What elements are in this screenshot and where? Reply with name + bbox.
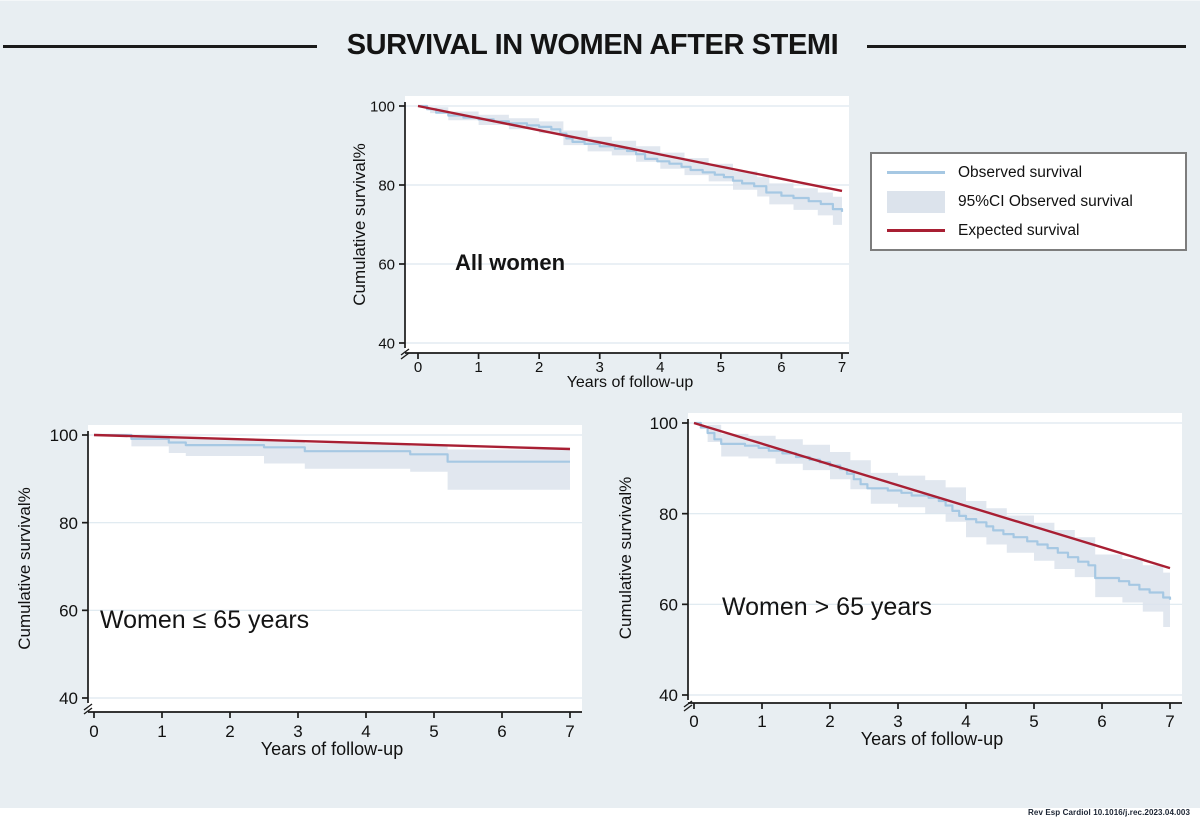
x-tick-label: 2 [825, 712, 834, 731]
x-tick-label: 1 [157, 722, 166, 741]
y-tick-label: 40 [378, 335, 395, 352]
x-tick-label: 2 [535, 359, 543, 376]
x-tick-label: 0 [89, 722, 98, 741]
legend-label: 95%CI Observed survival [958, 192, 1133, 210]
x-tick-label: 0 [414, 359, 422, 376]
expected-line [693, 421, 1171, 570]
x-tick-label: 1 [757, 712, 766, 731]
y-tick-label: 60 [378, 256, 395, 273]
x-tick-label: 5 [429, 722, 438, 741]
y-tick-label: 100 [650, 414, 678, 433]
legend-label: Observed survival [958, 163, 1083, 181]
x-tick-label: 4 [961, 712, 970, 731]
chart-all-women: 40 60 80 100 0 1 2 3 4 5 6 7 Years of follow-up Cumul… [340, 85, 875, 407]
x-tick-label: 2 [225, 722, 234, 741]
legend-band-swatch [887, 190, 945, 213]
chart-women-le-65: 40 60 80 100 0 1 2 3 4 5 6 7 Years of follow-up Cumul… [0, 410, 600, 775]
chart-women-gt-65: 40 60 80 100 0 1 2 3 4 5 6 7 Years of follow-up Cumul… [615, 400, 1200, 770]
x-tick-label: 7 [1165, 712, 1174, 731]
x-tick-label: 6 [497, 722, 506, 741]
x-tick-label: 7 [838, 359, 846, 376]
ci-band [94, 435, 570, 490]
legend-item: Observed survival [887, 164, 1185, 182]
y-tick-label: 60 [59, 601, 78, 620]
x-tick-label: 5 [717, 359, 725, 376]
y-tick-label: 100 [370, 98, 395, 115]
expected-line [93, 433, 571, 451]
x-tick-label: 3 [893, 712, 902, 731]
axis-break-mark [683, 700, 693, 708]
y-tick-label: 60 [659, 595, 678, 614]
x-tick-label: 3 [596, 359, 604, 376]
x-axis-title: Years of follow-up [261, 739, 403, 759]
y-tick-label: 40 [59, 689, 78, 708]
y-tick-label: 80 [59, 514, 78, 533]
x-tick-label: 1 [474, 359, 482, 376]
x-tick-label: 6 [777, 359, 785, 376]
legend-line-swatch [887, 229, 945, 232]
chart-annotation: All women [455, 250, 565, 275]
page-title: SURVIVAL IN WOMEN AFTER STEMI [346, 29, 839, 61]
axis-break-mark [83, 707, 93, 715]
y-tick-label: 100 [50, 426, 78, 445]
x-axis-title: Years of follow-up [567, 374, 694, 391]
legend-item: 95%CI Observed survival [887, 190, 1185, 213]
title-rule-right [867, 45, 1186, 48]
chart-women-le-65-svg: 40 60 80 100 0 1 2 3 4 5 6 7 Years of follow-up Cumul… [15, 425, 582, 759]
title-rule-left [3, 45, 317, 48]
chart-annotation: Women > 65 years [722, 593, 932, 621]
y-axis-title: Cumulative survival% [15, 487, 34, 650]
legend: Observed survival 95%CI Observed survival… [870, 152, 1187, 251]
chart-annotation: Women ≤ 65 years [100, 606, 309, 634]
x-tick-label: 5 [1029, 712, 1038, 731]
y-tick-label: 40 [659, 686, 678, 705]
x-tick-label: 7 [565, 722, 574, 741]
x-tick-label: 3 [293, 722, 302, 741]
ci-band [418, 106, 842, 236]
x-tick-label: 4 [656, 359, 664, 376]
chart-women-gt-65-svg: 40 60 80 100 0 1 2 3 4 5 6 7 Years of follow-up Cumul… [616, 413, 1182, 749]
legend-item: Expected survival [887, 222, 1185, 240]
y-axis-title: Cumulative survival% [350, 143, 369, 306]
axis-break-mark [400, 352, 410, 360]
x-tick-label: 6 [1097, 712, 1106, 731]
observed-line [94, 433, 570, 463]
axis-break-mark [683, 704, 693, 712]
axis-break-mark [83, 703, 93, 711]
y-axis-title: Cumulative survival% [616, 477, 635, 640]
x-tick-label: 0 [689, 712, 698, 731]
legend-line-swatch [887, 171, 945, 174]
y-tick-label: 80 [378, 177, 395, 194]
y-tick-label: 80 [659, 505, 678, 524]
citation: Rev Esp Cardiol 10.1016/j.rec.2023.04.00… [1028, 808, 1190, 817]
plot-area [405, 96, 849, 353]
expected-line [417, 104, 843, 193]
x-tick-label: 4 [361, 722, 370, 741]
legend-label: Expected survival [958, 221, 1080, 239]
chart-all-women-svg: 40 60 80 100 0 1 2 3 4 5 6 7 Years of follow-up Cumul… [350, 96, 849, 391]
axis-break-mark [400, 348, 410, 356]
x-axis-title: Years of follow-up [861, 729, 1003, 749]
